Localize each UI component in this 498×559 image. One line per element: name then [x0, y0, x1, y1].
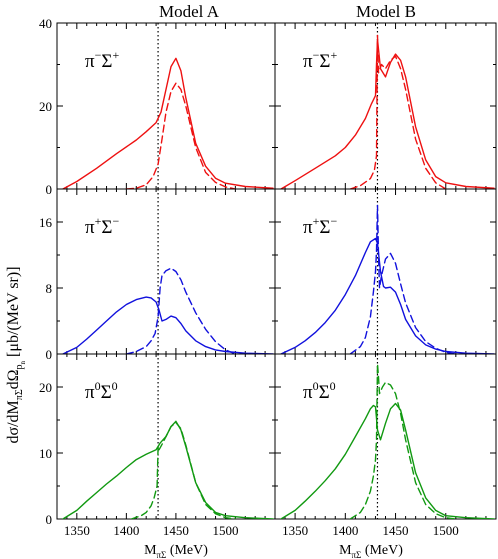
x-tick-label: 1350: [282, 523, 308, 538]
x-tick-label: 1500: [433, 523, 459, 538]
curves: [280, 204, 495, 354]
panel-frame: [274, 22, 497, 190]
channel-label: π0Σ0: [303, 379, 336, 403]
panel-frame: [274, 353, 497, 520]
curves: [62, 420, 274, 519]
series-solid-line: [280, 237, 495, 354]
y-tick-label: 20: [39, 99, 52, 114]
y-tick-label: 40: [39, 16, 52, 31]
series-dashed-line: [349, 204, 457, 354]
x-tick-label: 1350: [64, 523, 90, 538]
panel-frame: [56, 22, 276, 190]
curves: [62, 57, 274, 189]
panel-r0-c0: 0 20 40 π−Σ+: [39, 16, 276, 197]
y-tick-label: 10: [39, 446, 52, 461]
x-tick-label: 1400: [332, 523, 358, 538]
series-dashed-line: [125, 267, 237, 354]
channel-label: π−Σ+: [85, 48, 119, 72]
curves: [62, 267, 274, 354]
series-dashed-line: [349, 363, 457, 519]
y-tick-label: 20: [39, 380, 52, 395]
panel-r0-c1: π−Σ+: [274, 22, 497, 190]
curves: [280, 363, 495, 519]
series-dashed-line: [130, 421, 237, 519]
series-dashed-line: [125, 82, 237, 189]
y-tick-label: 8: [46, 281, 53, 296]
column-title-model-b: Model B: [356, 2, 416, 21]
series-dashed-line: [349, 34, 447, 189]
series-solid-line: [62, 296, 274, 354]
y-axis-label: dσ/dMπΣdΩpn [μb/(MeV sr)]: [5, 266, 27, 443]
panels-group: 0 20 40 π−Σ+ π−Σ+ 0 8 16 π+Σ− π+Σ− 1350 1400 1450 150…: [39, 16, 497, 538]
y-tick-label: 0: [46, 512, 53, 527]
x-tick-label: 1450: [163, 523, 189, 538]
x-axis-label-model-b: MπΣ (MeV): [339, 543, 403, 559]
panel-r2-c1: 1350 1400 1450 1500 π0Σ0: [274, 353, 497, 538]
y-tick-label: 0: [46, 347, 53, 362]
series-solid-line: [280, 402, 495, 519]
panel-r1-c0: 0 8 16 π+Σ−: [39, 188, 276, 362]
series-solid-line: [280, 38, 495, 189]
channel-label: π+Σ−: [303, 214, 337, 238]
column-title-model-a: Model A: [159, 2, 220, 21]
panel-r2-c0: 1350 1400 1450 1500 0 10 20 π0Σ0: [39, 353, 276, 538]
panel-frame: [274, 188, 497, 355]
x-tick-label: 1400: [113, 523, 139, 538]
series-solid-line: [62, 57, 274, 189]
channel-label: π+Σ−: [85, 214, 119, 238]
y-tick-label: 0: [46, 182, 53, 197]
series-solid-line: [62, 420, 274, 519]
channel-label: π0Σ0: [85, 379, 118, 403]
curves: [280, 34, 495, 189]
x-axis-label-model-a: MπΣ (MeV): [144, 543, 208, 559]
channel-label: π−Σ+: [303, 48, 337, 72]
x-tick-label: 1450: [383, 523, 409, 538]
panel-r1-c1: π+Σ−: [274, 188, 497, 355]
x-tick-label: 1500: [212, 523, 238, 538]
y-tick-label: 16: [39, 215, 53, 230]
